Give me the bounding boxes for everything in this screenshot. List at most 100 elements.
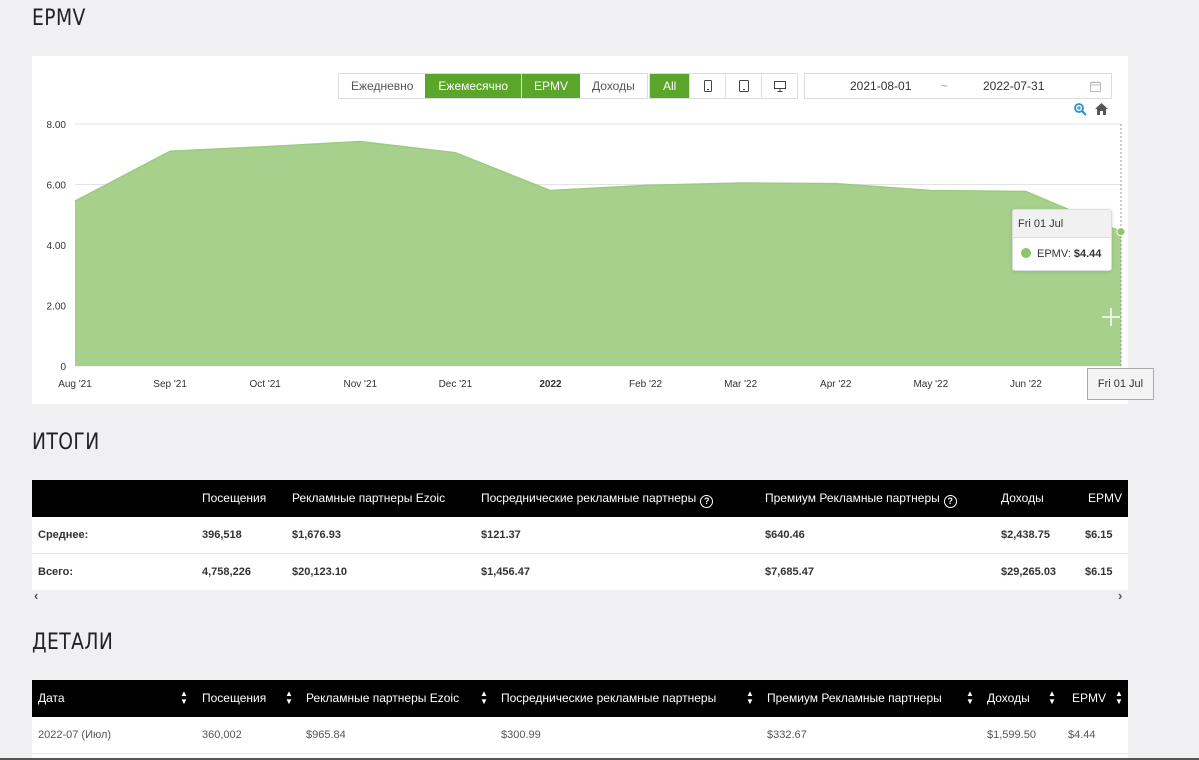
details-col-ezoic[interactable]: Рекламные партнеры Ezoic bbox=[306, 691, 460, 705]
cell-premium: $332.67 bbox=[767, 729, 807, 741]
x-tick-label: Dec '21 bbox=[439, 379, 473, 390]
x-tick-label: Aug '21 bbox=[58, 379, 92, 390]
period-monthly-button[interactable]: Ежемесячно bbox=[425, 74, 522, 98]
y-tick-label: 6.00 bbox=[47, 181, 67, 192]
tooltip-label: EPMV: bbox=[1037, 248, 1071, 260]
row-label: Среднее: bbox=[38, 529, 89, 541]
sort-icon[interactable]: ▲ ▼ bbox=[285, 689, 293, 706]
totals-col-premium: Премиум Рекламные партнеры? bbox=[765, 480, 957, 517]
date-separator: ~ bbox=[941, 79, 949, 93]
device-tablet-button[interactable] bbox=[725, 74, 761, 98]
x-tick-label: Nov '21 bbox=[343, 379, 377, 390]
period-daily-button[interactable]: Ежедневно bbox=[351, 79, 414, 93]
cell-mediation: $1,456.47 bbox=[481, 566, 530, 578]
details-col-premium[interactable]: Премиум Рекламные партнеры bbox=[767, 691, 942, 705]
metric-epmv-button[interactable]: EPMV bbox=[522, 74, 581, 98]
home-reset-icon[interactable] bbox=[1095, 103, 1108, 115]
cell-epmv: $6.15 bbox=[1085, 566, 1113, 578]
device-phone-button[interactable] bbox=[689, 74, 725, 98]
y-tick-label: 2.00 bbox=[47, 302, 67, 313]
zoom-icon[interactable] bbox=[1074, 103, 1087, 116]
crosshair-x-label: Fri 01 Jul bbox=[1087, 368, 1154, 400]
x-tick-label: Mar '22 bbox=[724, 379, 757, 390]
details-col-date[interactable]: Дата bbox=[38, 691, 65, 705]
metric-revenue-button[interactable]: Доходы bbox=[592, 79, 635, 93]
details-col-visits[interactable]: Посещения bbox=[202, 691, 267, 705]
date-from[interactable]: 2021-08-01 bbox=[850, 79, 912, 93]
tooltip-series-dot bbox=[1021, 248, 1031, 258]
x-tick-label: Apr '22 bbox=[820, 379, 852, 390]
totals-col-visits: Посещения bbox=[202, 491, 267, 505]
cell-mediation: $300.99 bbox=[501, 729, 541, 741]
period-toggle: Ежедневно Ежемесячно bbox=[338, 73, 523, 99]
cell-ezoic: $965.84 bbox=[306, 729, 346, 741]
details-col-epmv[interactable]: EPMV bbox=[1072, 691, 1107, 705]
y-tick-label: 4.00 bbox=[47, 241, 67, 252]
scroll-left-arrow[interactable]: ‹ bbox=[34, 588, 39, 603]
cell-epmv: $4.44 bbox=[1068, 729, 1096, 741]
device-desktop-button[interactable] bbox=[761, 74, 797, 98]
totals-col-mediation: Посреднические рекламные партнеры? bbox=[481, 480, 714, 517]
tooltip-date: Fri 01 Jul bbox=[1018, 218, 1064, 230]
cell-date: 2022-07 (Июл) bbox=[38, 729, 112, 741]
epmv-chart-card: Ежедневно Ежемесячно EPMV Доходы All 202… bbox=[32, 56, 1154, 404]
sort-icon[interactable]: ▲ ▼ bbox=[180, 689, 188, 706]
cell-revenue: $1,599.50 bbox=[987, 729, 1036, 741]
help-icon: ? bbox=[943, 495, 957, 508]
device-toggle: All bbox=[649, 73, 799, 99]
data-point-highlighted bbox=[1116, 227, 1126, 237]
y-tick-label: 0 bbox=[60, 362, 66, 373]
sort-icon[interactable]: ▲ ▼ bbox=[1115, 689, 1123, 706]
cell-visits: 396,518 bbox=[202, 529, 242, 541]
details-header-row: Дата Посещения Рекламные партнеры Ezoic … bbox=[32, 680, 1128, 717]
cell-revenue: $2,438.75 bbox=[1001, 529, 1050, 541]
sort-icon[interactable]: ▲ ▼ bbox=[1048, 689, 1056, 706]
totals-row-total: Всего: 4,758,226 $20,123.10 $1,456.47 $7… bbox=[32, 554, 1128, 591]
sort-icon[interactable]: ▲ ▼ bbox=[966, 689, 974, 706]
bottom-edge-line bbox=[0, 758, 1199, 760]
x-tick-label: May '22 bbox=[913, 379, 948, 390]
x-tick-label: Sep '21 bbox=[153, 379, 187, 390]
x-tick-label: Oct '21 bbox=[249, 379, 281, 390]
calendar-icon[interactable] bbox=[1090, 81, 1101, 92]
details-table: Дата Посещения Рекламные партнеры Ezoic … bbox=[32, 680, 1128, 760]
tablet-icon bbox=[738, 80, 749, 92]
date-to[interactable]: 2022-07-31 bbox=[983, 79, 1045, 93]
cell-premium: $640.46 bbox=[765, 529, 805, 541]
totals-col-revenue: Доходы bbox=[1001, 491, 1044, 505]
epmv-area-chart: 0 2.00 4.00 6.00 8.00 Aug '21 Sep '21 Oct '21 No… bbox=[47, 120, 1126, 390]
y-tick-label: 8.00 bbox=[47, 120, 67, 131]
cell-visits: 4,758,226 bbox=[202, 566, 251, 578]
device-segment: All bbox=[649, 73, 799, 99]
desktop-icon bbox=[773, 80, 786, 92]
tooltip-body: EPMV: $4.44 bbox=[1013, 238, 1111, 270]
sort-icon[interactable]: ▲ ▼ bbox=[746, 689, 754, 706]
metric-segment: EPMV Доходы bbox=[521, 73, 648, 99]
tooltip-header: Fri 01 Jul bbox=[1013, 210, 1111, 238]
cell-ezoic: $20,123.10 bbox=[292, 566, 348, 578]
help-icon: ? bbox=[700, 495, 714, 508]
totals-col-epmv: EPMV bbox=[1088, 491, 1123, 505]
details-col-revenue[interactable]: Доходы bbox=[987, 691, 1030, 705]
sort-icon[interactable]: ▲ ▼ bbox=[480, 689, 488, 706]
cell-visits: 360,002 bbox=[202, 729, 242, 741]
totals-header-row: Посещения Рекламные партнеры Ezoic Посре… bbox=[32, 480, 1128, 517]
period-segment: Ежедневно Ежемесячно bbox=[338, 73, 523, 99]
details-row: 2022-07 (Июл) 360,002 $965.84 $300.99 $3… bbox=[32, 717, 1128, 754]
date-range-picker[interactable]: 2021-08-01 ~ 2022-07-31 bbox=[804, 73, 1112, 99]
tooltip-value: $4.44 bbox=[1073, 248, 1102, 260]
x-tick-label: Jun '22 bbox=[1010, 379, 1042, 390]
phone-icon bbox=[703, 80, 712, 92]
cell-revenue: $29,265.03 bbox=[1001, 566, 1057, 578]
details-col-mediation[interactable]: Посреднические рекламные партнеры bbox=[501, 691, 717, 705]
totals-table: Посещения Рекламные партнеры Ezoic Посре… bbox=[32, 480, 1128, 605]
chart-section-title: EPMV bbox=[32, 6, 86, 31]
cell-premium: $7,685.47 bbox=[765, 566, 814, 578]
cell-mediation: $121.37 bbox=[481, 529, 521, 541]
totals-row-average: Среднее: 396,518 $1,676.93 $121.37 $640.… bbox=[32, 517, 1128, 554]
totals-section-title: ИТОГИ bbox=[32, 430, 100, 455]
row-label: Всего: bbox=[38, 566, 73, 578]
details-section-title: ДЕТАЛИ bbox=[32, 630, 114, 655]
scroll-right-arrow[interactable]: › bbox=[1118, 588, 1123, 603]
device-all-button[interactable]: All bbox=[650, 74, 690, 98]
